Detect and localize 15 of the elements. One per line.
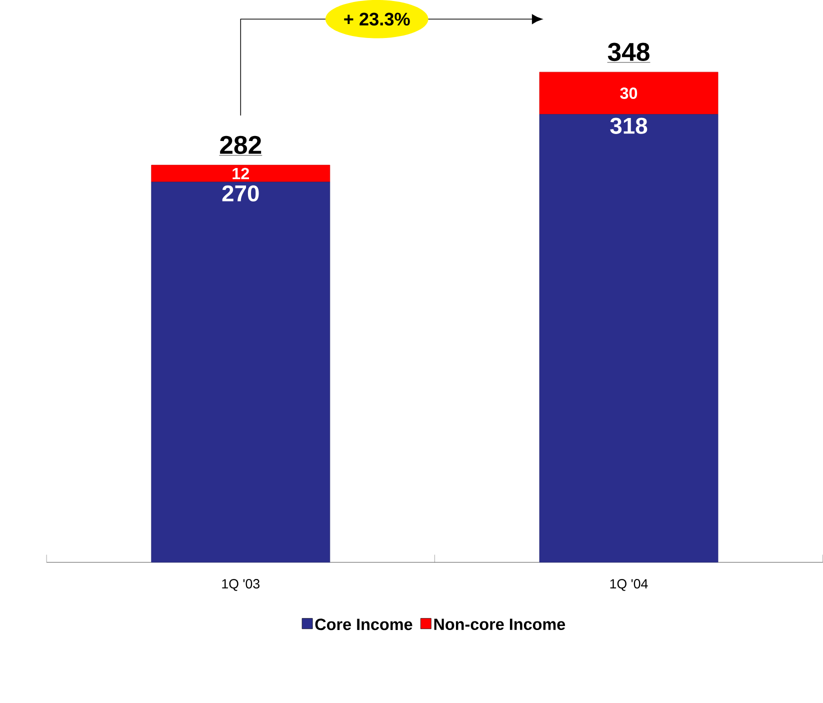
data-label: 30 — [620, 87, 638, 99]
data-label: 270 — [222, 185, 259, 202]
bar — [151, 164, 330, 182]
x-tick-label: 1Q '04 — [610, 578, 648, 591]
x-tick-label: 1Q '03 — [222, 578, 260, 591]
bar — [539, 114, 718, 562]
data-label: 12 — [232, 168, 249, 180]
data-label: 318 — [610, 118, 648, 134]
total-label: 282 — [220, 136, 262, 154]
text: + 23.3% — [344, 12, 410, 26]
bar — [539, 72, 718, 114]
legend-label: Non-core Income — [434, 618, 566, 630]
legend-label: Core Income — [315, 618, 412, 630]
total-label: 348 — [608, 42, 650, 61]
bar — [151, 182, 330, 562]
